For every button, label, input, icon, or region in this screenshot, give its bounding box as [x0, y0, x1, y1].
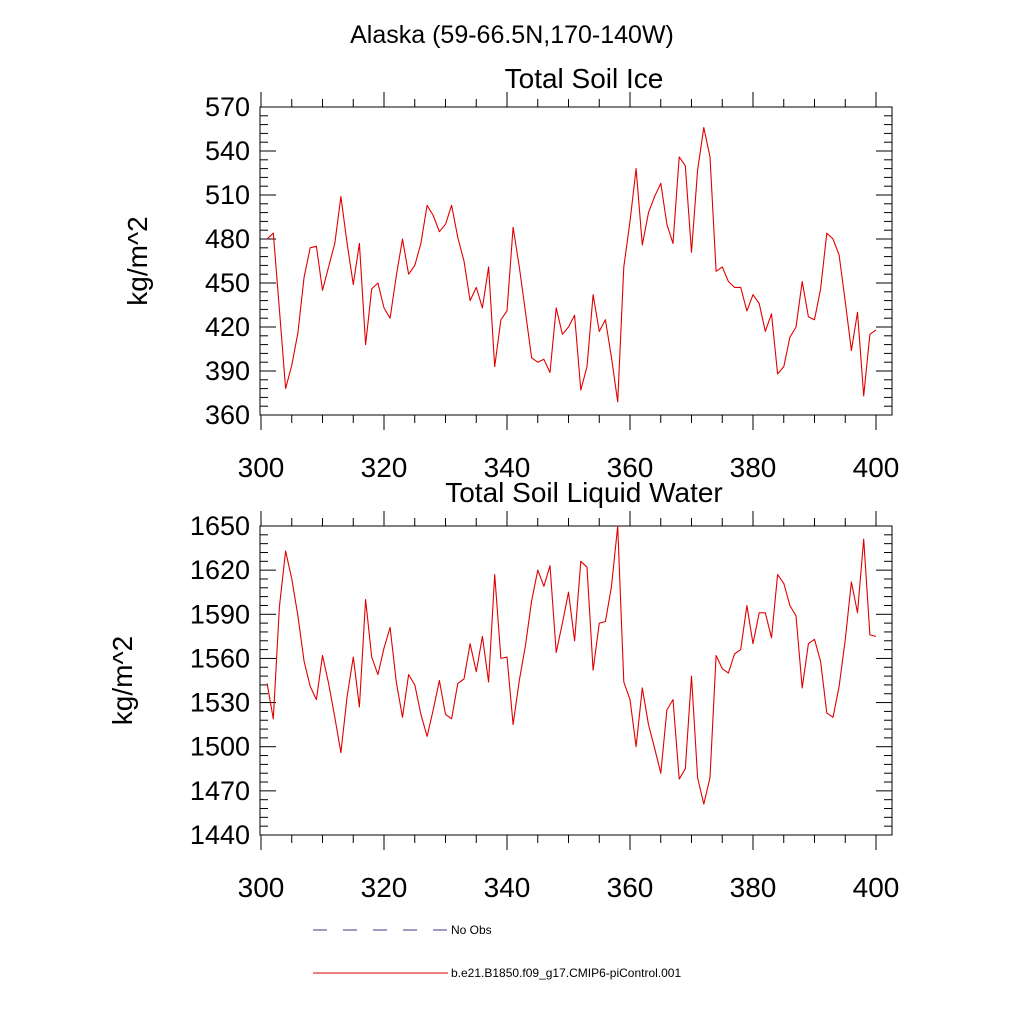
- y-tick-label: 510: [205, 180, 250, 210]
- x-tick-label: 300: [238, 872, 285, 903]
- chart-title: Total Soil Ice: [505, 63, 664, 94]
- x-tick-label: 400: [853, 872, 900, 903]
- panel-total-soil-ice: Total Soil Ice kg/m^2 360 390 420 450 480 510 54…: [122, 63, 899, 483]
- x-tick-label: 360: [607, 452, 654, 483]
- y-tick-label: 1560: [190, 643, 250, 673]
- x-tick-label: 320: [361, 452, 408, 483]
- x-tick-label: 320: [361, 872, 408, 903]
- y-tick-label: 1440: [190, 820, 250, 850]
- x-tick-label: 400: [853, 452, 900, 483]
- y-axis-label: kg/m^2: [122, 216, 153, 305]
- plot-frame: [259, 106, 893, 416]
- x-tick-label: 340: [484, 872, 531, 903]
- x-tick-label: 300: [238, 452, 285, 483]
- y-tick-label: 480: [205, 224, 250, 254]
- x-tick-label: 380: [730, 872, 777, 903]
- y-tick-label: 1530: [190, 688, 250, 718]
- y-tick-label: 1500: [190, 732, 250, 762]
- legend: No Obs b.e21.B1850.f09_g17.CMIP6-piContr…: [313, 923, 681, 980]
- y-tick-label: 540: [205, 136, 250, 166]
- x-tick-label: 380: [730, 452, 777, 483]
- x-tick-label: 360: [607, 872, 654, 903]
- series-line: [266, 525, 877, 805]
- y-tick-label: 420: [205, 312, 250, 342]
- y-axis-label: kg/m^2: [107, 636, 138, 725]
- y-tick-label: 1620: [190, 555, 250, 585]
- chart-title: Total Soil Liquid Water: [445, 477, 723, 508]
- y-tick-label: 1590: [190, 599, 250, 629]
- legend-model-label: b.e21.B1850.f09_g17.CMIP6-piControl.001: [451, 966, 681, 980]
- series-line: [266, 126, 877, 403]
- plot-frame: [259, 525, 893, 836]
- y-tick-label: 1650: [190, 511, 250, 541]
- y-tick-label: 360: [205, 400, 250, 430]
- figure-title: Alaska (59-66.5N,170-140W): [350, 21, 674, 49]
- y-tick-label: 450: [205, 268, 250, 298]
- panel-total-soil-liquid-water: Total Soil Liquid Water kg/m^2 1440 1470 150…: [107, 477, 899, 903]
- y-tick-label: 1470: [190, 776, 250, 806]
- y-tick-label: 390: [205, 356, 250, 386]
- y-tick-label: 570: [205, 92, 250, 122]
- legend-no-obs-label: No Obs: [451, 923, 492, 937]
- x-tick-label: 340: [484, 452, 531, 483]
